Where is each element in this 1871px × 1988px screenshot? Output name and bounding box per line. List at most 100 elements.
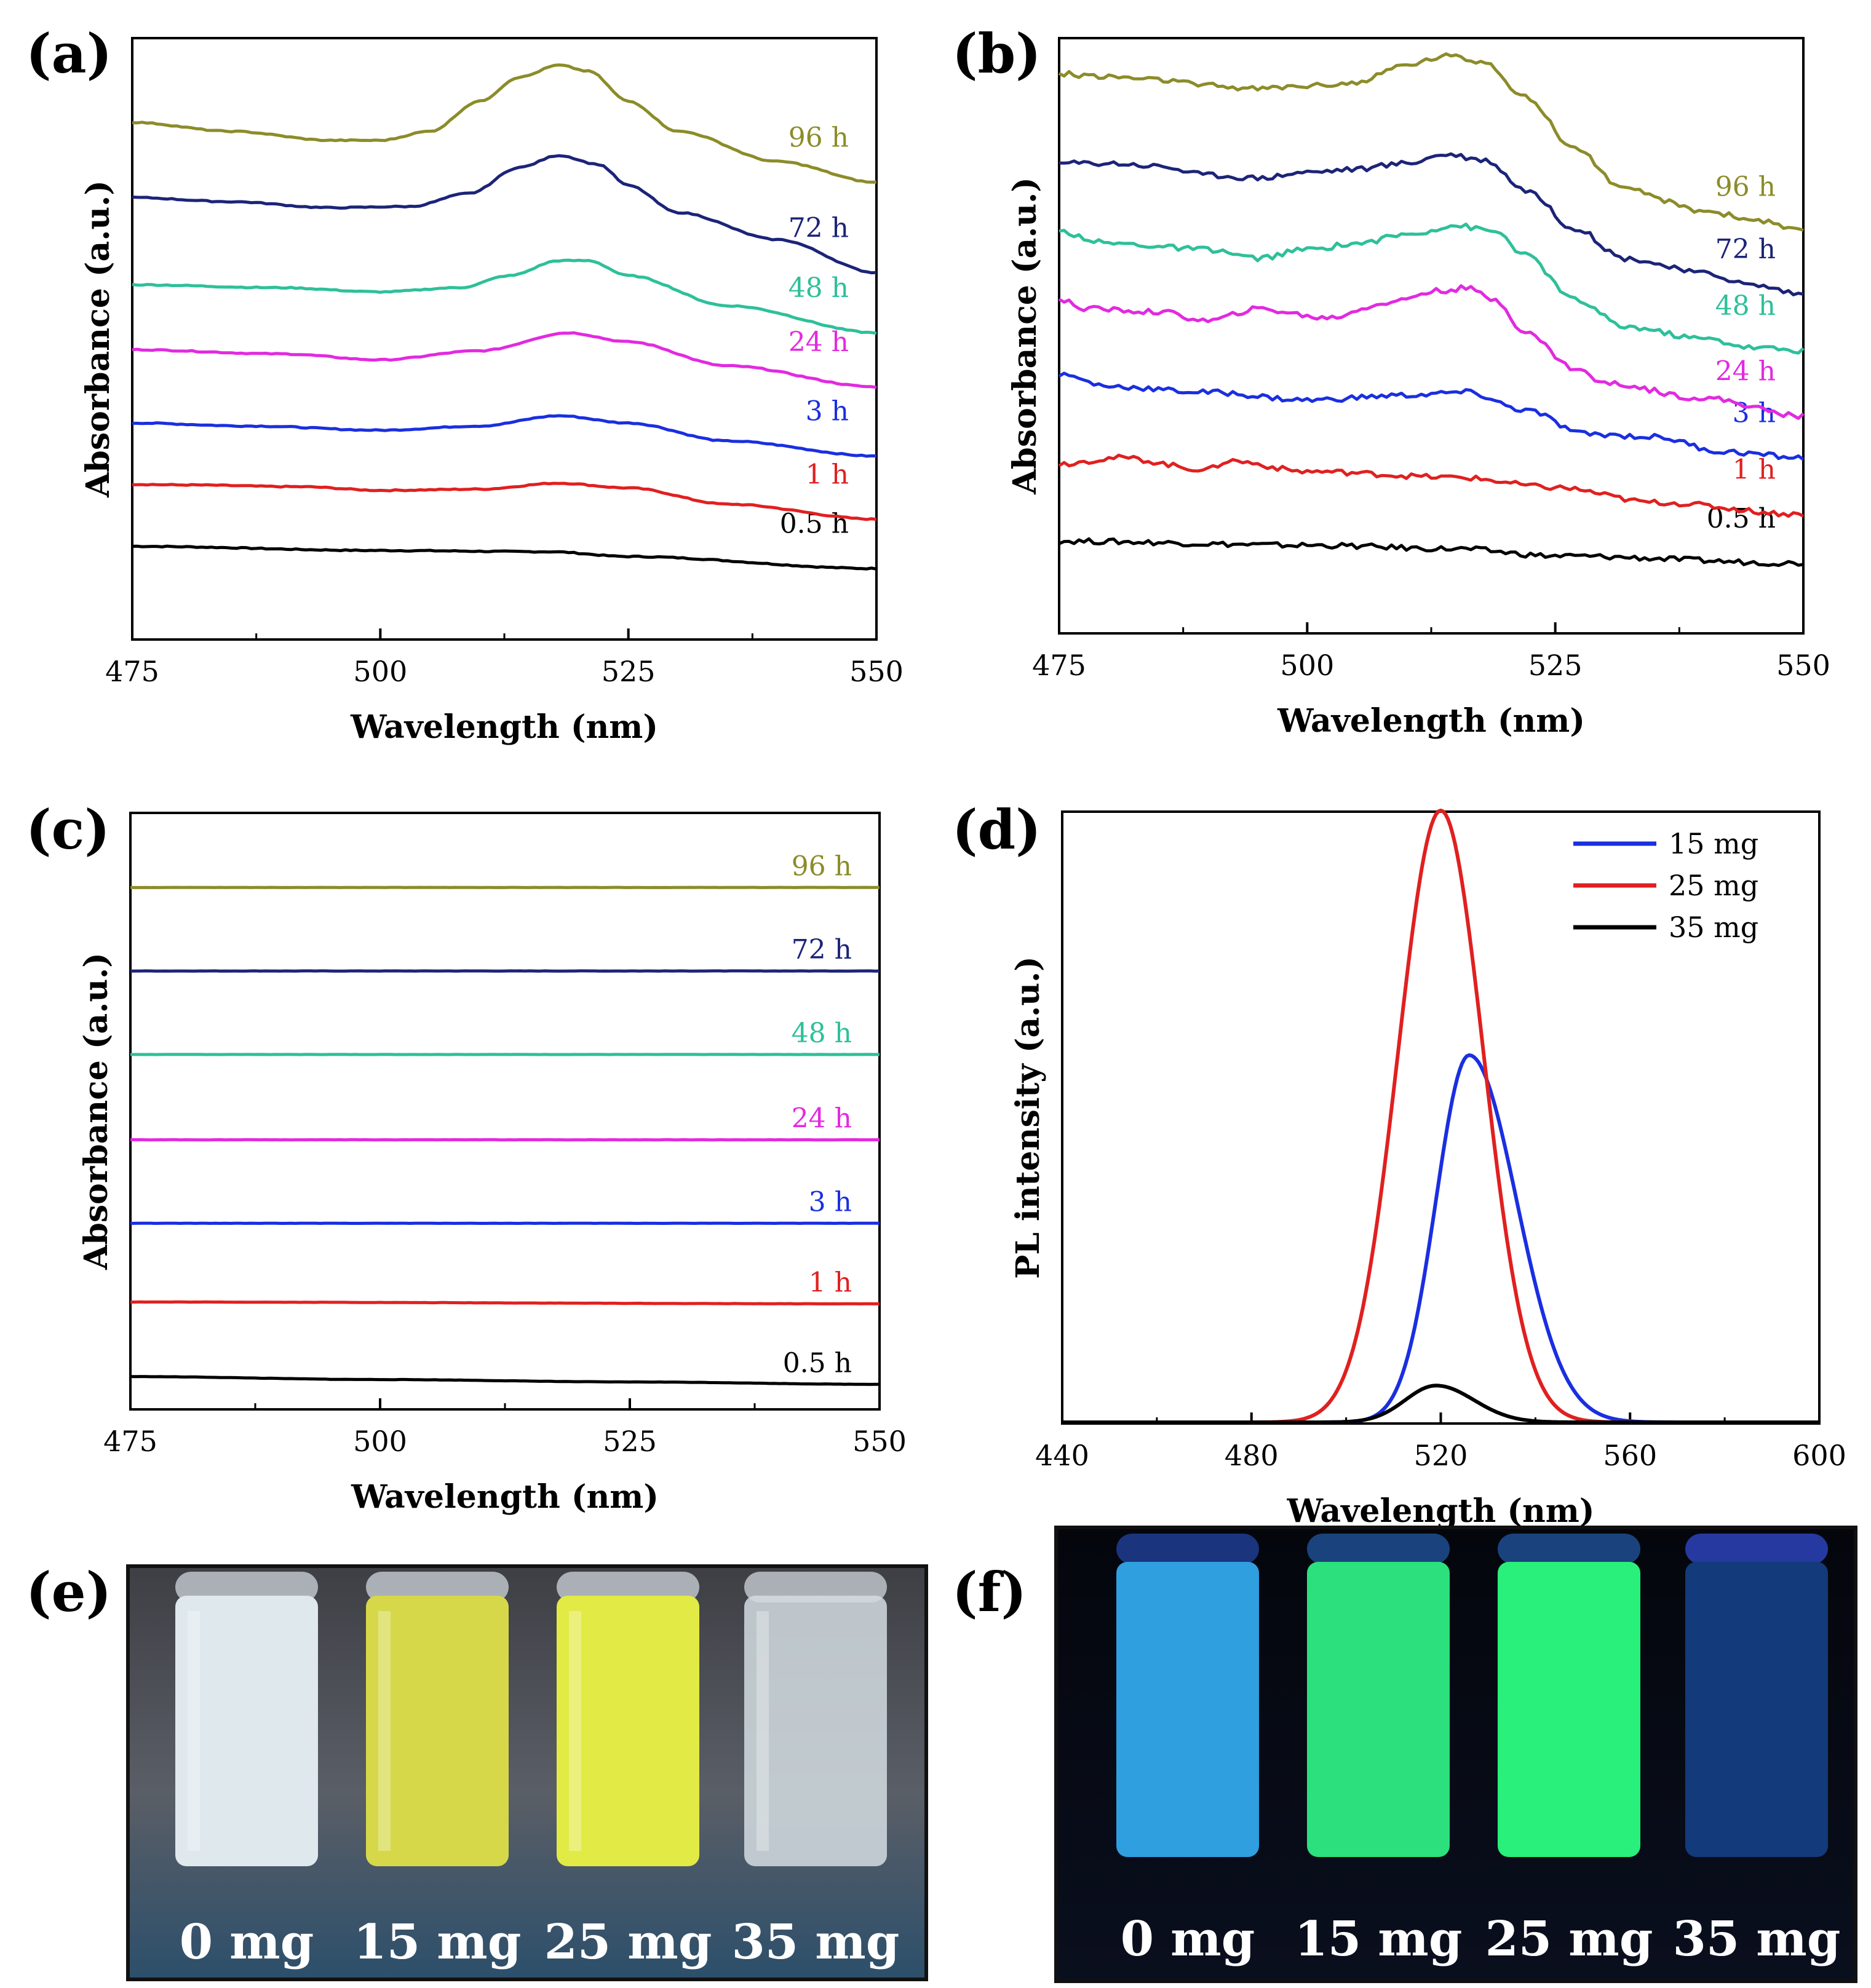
plot-frame <box>1061 810 1821 1425</box>
y-axis-label: PL intensity (a.u.) <box>1009 956 1047 1279</box>
x-tick-label: 560 <box>1603 1439 1657 1472</box>
vial-f-2-caption: 25 mg <box>1485 1911 1653 1967</box>
panel-label-d: (d) <box>952 798 1041 861</box>
series-label: 1 h <box>806 459 849 490</box>
series-label: 96 h <box>1715 172 1776 203</box>
series-label: 72 h <box>1715 234 1776 265</box>
photo-e: 0 mg 15 mg 25 mg 35 mg <box>126 1564 928 1981</box>
vial-f-3-liquid <box>1685 1562 1828 1857</box>
x-tick-label: 550 <box>1776 649 1830 682</box>
x-tick-label: 475 <box>105 655 159 688</box>
series-label: 24 h <box>1715 356 1776 387</box>
y-axis-label: Absorbance (a.u.) <box>1006 177 1044 495</box>
series-label: 96 h <box>789 122 849 154</box>
series-label: 96 h <box>792 850 852 882</box>
series-label: 0.5 h <box>783 1347 852 1379</box>
series-line-72-h <box>1059 152 1804 296</box>
x-axis-label: Wavelength (nm) <box>1287 1492 1595 1530</box>
vial-e-2-liquid <box>557 1596 699 1866</box>
x-tick-label: 475 <box>1032 649 1086 682</box>
series-line-24-h <box>1058 284 1805 420</box>
series-line-24-h <box>132 331 877 389</box>
vial-f-0-glass <box>1116 1534 1259 1564</box>
series-line-48-h <box>132 258 877 335</box>
vial-f-0: 0 mg <box>1116 1534 1259 1967</box>
series-line-0.5-h <box>130 1375 880 1386</box>
vial-e-2-glass <box>557 1572 699 1602</box>
series-label: 72 h <box>792 934 852 965</box>
vial-e-1-glass <box>366 1572 509 1602</box>
x-tick-label: 525 <box>603 1425 657 1458</box>
series-label: 24 h <box>792 1103 852 1135</box>
chart-a: 475 500 525 550 Wavelength (nm) Absorbance (a… <box>79 37 904 746</box>
x-axis-label: Wavelength (nm) <box>351 1478 659 1516</box>
x-tick-label: 500 <box>353 1425 407 1458</box>
series-label: 3 h <box>806 396 849 427</box>
vial-e-0: 0 mg <box>175 1572 318 1970</box>
vial-f-1-caption: 15 mg <box>1295 1911 1463 1967</box>
x-axis-label: Wavelength (nm) <box>1277 702 1585 740</box>
y-axis-label: Absorbance (a.u.) <box>79 180 117 498</box>
vial-e-1-liquid <box>366 1596 509 1866</box>
series-line-1-h <box>132 481 877 521</box>
series-label: 48 h <box>789 272 849 304</box>
series-label: 48 h <box>792 1018 852 1049</box>
series-line-72-h <box>132 154 877 275</box>
vial-e-3-liquid <box>744 1596 887 1866</box>
vial-e-1-caption: 15 mg <box>354 1914 522 1970</box>
vial-f-1: 15 mg <box>1295 1534 1463 1967</box>
vial-f-1-liquid <box>1307 1562 1450 1857</box>
vial-e-2-caption: 25 mg <box>544 1914 712 1970</box>
x-tick-label: 475 <box>103 1425 157 1458</box>
x-axis-label: Wavelength (nm) <box>350 708 658 746</box>
vial-e-3: 35 mg <box>732 1572 899 1970</box>
series-line-0.5-h <box>132 544 877 571</box>
series-label: 1 h <box>1733 454 1776 485</box>
x-tick-label: 520 <box>1414 1439 1468 1472</box>
series-line-1-h <box>1058 453 1805 518</box>
panel-label-c: (c) <box>26 798 110 861</box>
series-line-3-h <box>1058 371 1805 461</box>
vial-f-3-caption: 35 mg <box>1673 1911 1841 1967</box>
series-line-96-h <box>132 63 877 184</box>
vial-f-3: 35 mg <box>1673 1534 1841 1967</box>
vial-e-0-glass <box>175 1572 318 1602</box>
vial-f-1-glass <box>1307 1534 1450 1564</box>
vial-e-3-glass <box>744 1572 887 1602</box>
x-tick-label: 500 <box>353 655 407 688</box>
plot-frame <box>131 37 878 641</box>
vial-f-2-glass <box>1498 1534 1640 1564</box>
x-tick-label: 525 <box>1528 649 1583 682</box>
vial-e-1: 15 mg <box>354 1572 522 1970</box>
panel-label-f: (f) <box>952 1560 1027 1624</box>
vial-f-0-liquid <box>1116 1562 1259 1857</box>
series-label: 3 h <box>1733 397 1776 429</box>
series-line-35-mg <box>1062 1384 1819 1424</box>
vial-e-0-highlight <box>188 1611 200 1851</box>
series-line-15-mg <box>1062 1053 1819 1424</box>
legend-label: 35 mg <box>1669 911 1758 944</box>
panel-label-e: (e) <box>26 1560 111 1624</box>
series-label: 48 h <box>1715 290 1776 322</box>
vial-e-0-liquid <box>175 1596 318 1866</box>
chart-d: 440 480 520 560 600 Wavelength (nm) PL intensi… <box>1009 809 1846 1530</box>
x-tick-label: 525 <box>602 655 656 688</box>
y-axis-label: Absorbance (a.u.) <box>77 952 115 1270</box>
panel-label-b: (b) <box>952 22 1041 85</box>
series-line-25-mg <box>1062 809 1819 1424</box>
series-line-1-h <box>130 1300 880 1305</box>
x-tick-label: 440 <box>1035 1439 1089 1472</box>
photo-f: 0 mg 15 mg 25 mg 35 mg <box>1054 1526 1857 1983</box>
x-tick-label: 500 <box>1280 649 1334 682</box>
x-tick-label: 600 <box>1792 1439 1846 1472</box>
vial-e-1-highlight <box>378 1611 391 1851</box>
x-tick-label: 550 <box>849 655 904 688</box>
vial-e-3-highlight <box>757 1611 769 1851</box>
series-label: 1 h <box>809 1267 852 1298</box>
legend-label: 25 mg <box>1669 869 1758 902</box>
vial-e-0-caption: 0 mg <box>180 1914 314 1970</box>
chart-b: 475 500 525 550 Wavelength (nm) Absorbance (a… <box>1006 37 1830 740</box>
series-line-0.5-h <box>1058 537 1804 568</box>
legend-label: 15 mg <box>1669 827 1758 860</box>
